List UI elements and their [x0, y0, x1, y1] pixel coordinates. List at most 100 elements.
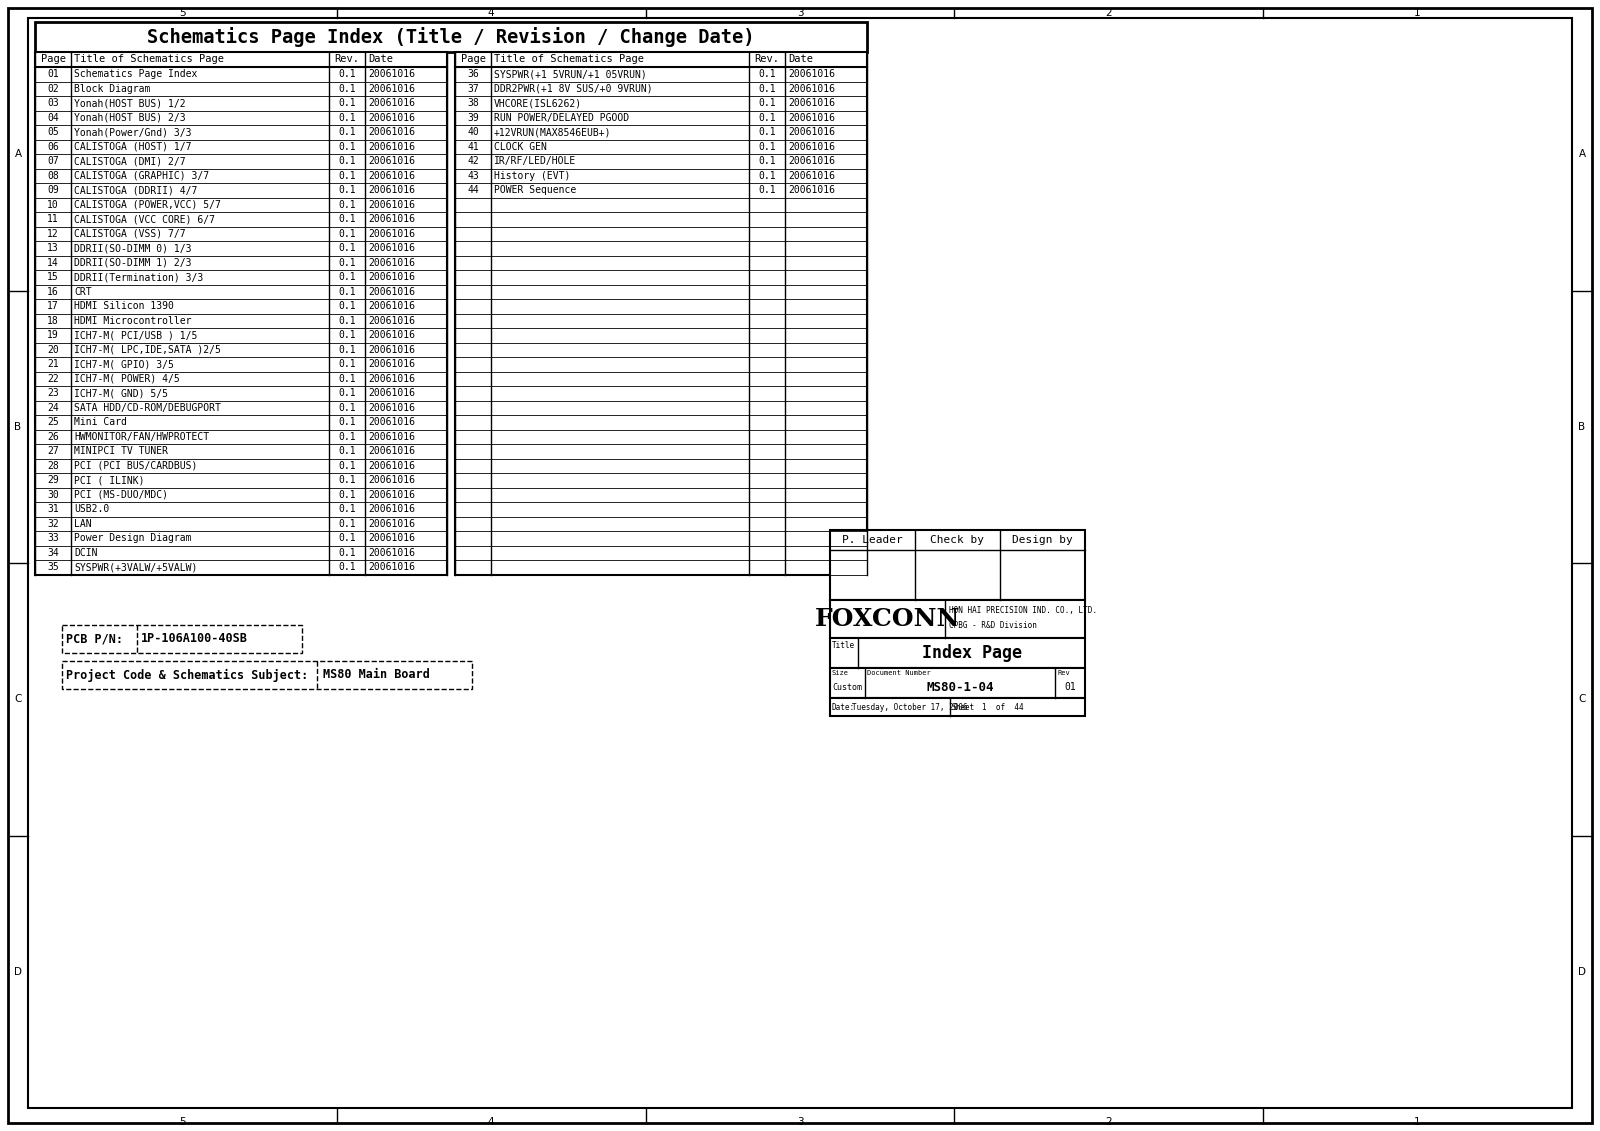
Text: 20061016: 20061016: [368, 373, 414, 383]
Text: HON HAI PRECISION IND. CO., LTD.: HON HAI PRECISION IND. CO., LTD.: [949, 606, 1098, 615]
Text: 02: 02: [46, 84, 59, 94]
Text: Yonah(HOST BUS) 2/3: Yonah(HOST BUS) 2/3: [74, 113, 186, 123]
Text: CALISTOGA (DMI) 2/7: CALISTOGA (DMI) 2/7: [74, 156, 186, 166]
Text: HWMONITOR/FAN/HWPROTECT: HWMONITOR/FAN/HWPROTECT: [74, 432, 210, 442]
Text: Yonah(HOST BUS) 1/2: Yonah(HOST BUS) 1/2: [74, 98, 186, 109]
Text: PCI ( ILINK): PCI ( ILINK): [74, 475, 144, 485]
Text: Document Number: Document Number: [867, 670, 931, 676]
Text: Size: Size: [832, 670, 850, 676]
Text: 0.1: 0.1: [338, 69, 355, 79]
Text: 19: 19: [46, 330, 59, 340]
Text: Title: Title: [832, 641, 854, 650]
Text: 13: 13: [46, 243, 59, 253]
Text: 43: 43: [467, 171, 478, 181]
Text: 20061016: 20061016: [368, 403, 414, 413]
Text: Mini Card: Mini Card: [74, 417, 126, 428]
Text: 03: 03: [46, 98, 59, 109]
Text: 0.1: 0.1: [758, 69, 776, 79]
Text: 0.1: 0.1: [338, 533, 355, 543]
Text: 0.1: 0.1: [338, 243, 355, 253]
Text: Tuesday, October 17, 2006: Tuesday, October 17, 2006: [851, 702, 968, 711]
Text: 0.1: 0.1: [338, 373, 355, 383]
Text: 28: 28: [46, 460, 59, 470]
Text: History (EVT): History (EVT): [494, 171, 570, 181]
Text: DDRII(Termination) 3/3: DDRII(Termination) 3/3: [74, 273, 203, 283]
Text: 4: 4: [488, 8, 494, 18]
Text: DDRII(SO-DIMM 1) 2/3: DDRII(SO-DIMM 1) 2/3: [74, 258, 192, 268]
Text: 20061016: 20061016: [787, 84, 835, 94]
Text: 20061016: 20061016: [368, 547, 414, 558]
Text: 20061016: 20061016: [368, 360, 414, 369]
Text: SYSPWR(+3VALW/+5VALW): SYSPWR(+3VALW/+5VALW): [74, 562, 197, 572]
Text: ICH7-M( PCI/USB ) 1/5: ICH7-M( PCI/USB ) 1/5: [74, 330, 197, 340]
Text: 27: 27: [46, 447, 59, 456]
Text: 20061016: 20061016: [368, 228, 414, 239]
Text: Rev.: Rev.: [334, 54, 360, 64]
Text: 12: 12: [46, 228, 59, 239]
Text: 20061016: 20061016: [368, 214, 414, 224]
Text: 30: 30: [46, 490, 59, 500]
Text: ICH7-M( LPC,IDE,SATA )2/5: ICH7-M( LPC,IDE,SATA )2/5: [74, 345, 221, 355]
Text: 5: 5: [179, 1117, 186, 1126]
Text: CRT: CRT: [74, 287, 91, 296]
Text: CALISTOGA (POWER,VCC) 5/7: CALISTOGA (POWER,VCC) 5/7: [74, 200, 221, 209]
Bar: [35, 21, 867, 52]
Text: 0.1: 0.1: [338, 447, 355, 456]
Text: 20061016: 20061016: [368, 345, 414, 355]
Text: Schematics Page Index (Title / Revision / Change Date): Schematics Page Index (Title / Revision …: [147, 27, 755, 48]
Text: 4: 4: [488, 1117, 494, 1126]
Text: 0.1: 0.1: [338, 330, 355, 340]
Bar: [62, 625, 302, 653]
Text: Sheet: Sheet: [952, 702, 974, 711]
Text: 39: 39: [467, 113, 478, 123]
Text: 40: 40: [467, 128, 478, 137]
Text: 0.1: 0.1: [338, 403, 355, 413]
Text: PCB P/N:: PCB P/N:: [66, 632, 123, 646]
Text: 22: 22: [46, 373, 59, 383]
Text: 20061016: 20061016: [787, 98, 835, 109]
Text: Custom: Custom: [832, 683, 862, 692]
Text: Yonah(Power/Gnd) 3/3: Yonah(Power/Gnd) 3/3: [74, 128, 192, 137]
Text: DDR2PWR(+1 8V SUS/+0 9VRUN): DDR2PWR(+1 8V SUS/+0 9VRUN): [494, 84, 653, 94]
Text: 20061016: 20061016: [368, 185, 414, 196]
Text: DDRII(SO-DIMM 0) 1/3: DDRII(SO-DIMM 0) 1/3: [74, 243, 192, 253]
Text: 20061016: 20061016: [368, 84, 414, 94]
Text: 0.1: 0.1: [338, 113, 355, 123]
Text: 0.1: 0.1: [338, 519, 355, 529]
Text: 0.1: 0.1: [338, 128, 355, 137]
Text: 09: 09: [46, 185, 59, 196]
Text: B: B: [1579, 422, 1586, 432]
Text: 20061016: 20061016: [368, 504, 414, 515]
Text: ICH7-M( POWER) 4/5: ICH7-M( POWER) 4/5: [74, 373, 179, 383]
Text: MS80 Main Board: MS80 Main Board: [323, 668, 430, 682]
Text: 17: 17: [46, 301, 59, 311]
Text: 0.1: 0.1: [338, 360, 355, 369]
Text: 20061016: 20061016: [368, 156, 414, 166]
Text: 20061016: 20061016: [368, 69, 414, 79]
Text: 20061016: 20061016: [368, 98, 414, 109]
Text: 25: 25: [46, 417, 59, 428]
Text: Rev.: Rev.: [755, 54, 779, 64]
Text: 20061016: 20061016: [368, 128, 414, 137]
Text: 20061016: 20061016: [368, 316, 414, 326]
Text: PCI (MS-DUO/MDC): PCI (MS-DUO/MDC): [74, 490, 168, 500]
Text: Block Diagram: Block Diagram: [74, 84, 150, 94]
Text: 20061016: 20061016: [368, 432, 414, 442]
Text: 20: 20: [46, 345, 59, 355]
Text: ICH7-M( GND) 5/5: ICH7-M( GND) 5/5: [74, 388, 168, 398]
Text: POWER Sequence: POWER Sequence: [494, 185, 576, 196]
Text: Page: Page: [461, 54, 485, 64]
Text: 18: 18: [46, 316, 59, 326]
Text: 20061016: 20061016: [368, 330, 414, 340]
Text: 20061016: 20061016: [368, 460, 414, 470]
Text: 0.1: 0.1: [338, 388, 355, 398]
Bar: [830, 668, 1085, 698]
Text: 23: 23: [46, 388, 59, 398]
Bar: [830, 530, 1085, 601]
Text: 38: 38: [467, 98, 478, 109]
Text: CALISTOGA (VSS) 7/7: CALISTOGA (VSS) 7/7: [74, 228, 186, 239]
Text: MS80-1-04: MS80-1-04: [926, 681, 994, 694]
Text: 20061016: 20061016: [368, 273, 414, 283]
Text: 0.1: 0.1: [338, 475, 355, 485]
Text: 1: 1: [1414, 8, 1421, 18]
